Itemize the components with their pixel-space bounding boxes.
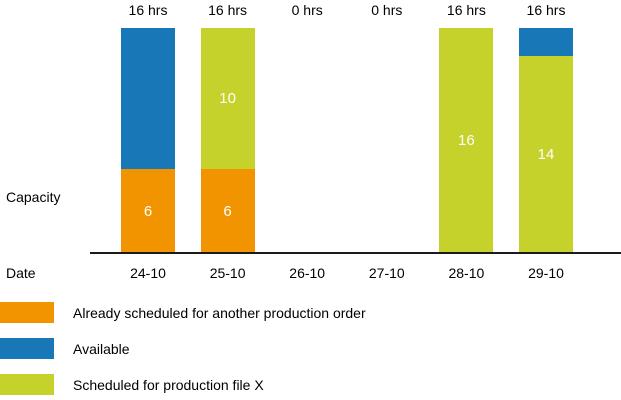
bar-segment: 14: [519, 56, 573, 253]
bar-hours-label: 16 hrs: [446, 2, 486, 18]
legend-swatch-scheduled-file-x: [0, 374, 54, 395]
bar-hours-label: 16 hrs: [526, 2, 566, 18]
bar-segment: 10: [200, 28, 255, 169]
legend-label-scheduled-file-x: Scheduled for production file X: [73, 376, 264, 393]
legend-label-already-scheduled: Already scheduled for another production…: [73, 304, 366, 321]
x-tick-label: 29-10: [528, 265, 564, 281]
bar-hours-label: 16 hrs: [128, 2, 168, 18]
x-tick-label: 27-10: [368, 265, 405, 281]
legend-item-already-scheduled: Already scheduled for another production…: [0, 302, 366, 323]
x-tick-label: 26-10: [289, 265, 326, 281]
x-tick-label: 24-10: [130, 265, 166, 281]
legend-swatch-available: [0, 338, 54, 359]
x-tick-label: 25-10: [209, 265, 246, 281]
capacity-axis-label: Capacity: [6, 189, 61, 205]
bar-segment: 6: [200, 169, 255, 253]
legend-swatch-already-scheduled: [0, 302, 54, 323]
bar-value-label: 14: [537, 146, 555, 163]
bar-value-label: 6: [223, 202, 232, 220]
bar-hours-label: 16 hrs: [208, 2, 248, 18]
bar-value-label: 6: [143, 202, 153, 220]
bar-segment: 16: [439, 28, 494, 253]
date-axis-label: Date: [6, 265, 36, 281]
chart-legend: Already scheduled for another production…: [0, 302, 366, 395]
x-axis-line: [90, 252, 621, 254]
bar-segment: [519, 28, 573, 56]
bar-segment: 6: [121, 169, 175, 253]
bar-hours-label: 0 hrs: [291, 2, 323, 18]
legend-item-available: Available: [0, 338, 366, 359]
legend-label-available: Available: [73, 340, 130, 357]
legend-item-scheduled-file-x: Scheduled for production file X: [0, 374, 366, 395]
bar-value-label: 10: [219, 90, 236, 107]
bar-hours-label: 0 hrs: [371, 2, 403, 18]
bar-segment: [121, 28, 175, 169]
x-tick-label: 28-10: [448, 265, 485, 281]
bar-value-label: 16: [458, 132, 475, 149]
